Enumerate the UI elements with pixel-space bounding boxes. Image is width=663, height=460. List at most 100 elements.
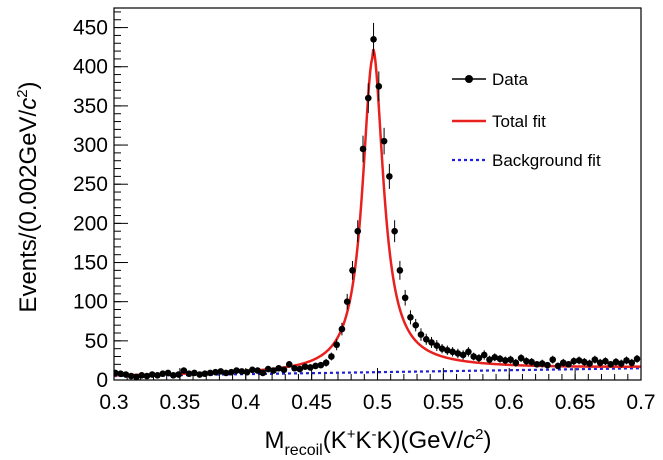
legend-item-data: Data	[452, 70, 528, 89]
data-point	[370, 36, 377, 43]
data-point	[380, 137, 388, 145]
data-point	[343, 298, 351, 305]
data-point	[581, 358, 588, 366]
data-point	[596, 359, 604, 367]
data-point	[575, 357, 583, 364]
data-point	[586, 360, 593, 367]
data-point	[296, 365, 304, 373]
data-point	[607, 361, 614, 368]
data-point	[285, 361, 293, 368]
y-tick-label: 100	[73, 291, 108, 314]
data-point	[470, 353, 477, 360]
data-point	[438, 345, 446, 352]
data-point	[359, 145, 367, 153]
data-point	[375, 83, 383, 90]
data-point	[428, 339, 435, 346]
data-point	[254, 367, 261, 374]
data-point	[565, 361, 572, 368]
data-point	[391, 227, 398, 235]
data-point	[127, 372, 135, 380]
data-point	[633, 355, 641, 363]
data-point	[222, 369, 230, 377]
y-axis: 0 50 100 150 200 250 300 350 400 450	[73, 11, 128, 392]
data-point	[317, 361, 325, 369]
data-point	[322, 359, 330, 367]
data-point	[386, 173, 393, 180]
data-point	[301, 363, 309, 370]
data-point	[175, 371, 182, 378]
data-point	[480, 351, 488, 359]
data-point	[238, 368, 246, 375]
data-point	[185, 370, 193, 378]
data-point	[212, 368, 219, 376]
y-tick-label: 150	[73, 252, 108, 275]
legend: Data Total fit Background fit	[452, 70, 601, 170]
data-point	[501, 357, 509, 364]
data-point	[507, 356, 514, 363]
data-point	[533, 361, 541, 368]
legend-label-background-fit: Background fit	[492, 151, 601, 170]
data-point	[401, 294, 409, 302]
x-tick-label: 0.4	[231, 391, 261, 414]
data-point	[444, 346, 451, 354]
data-point	[227, 368, 235, 376]
data-point	[217, 368, 225, 375]
x-tick-label: 0.65	[555, 391, 596, 414]
legend-item-total-fit: Total fit	[452, 112, 546, 131]
data-point	[249, 366, 256, 374]
data-point	[270, 367, 277, 374]
legend-label-data: Data	[492, 70, 528, 89]
data-point	[528, 358, 535, 366]
background-fit-line	[114, 367, 641, 378]
data-point	[628, 359, 636, 367]
data-point	[312, 362, 319, 370]
data-point	[549, 356, 557, 363]
x-tick-label: 0.3	[99, 391, 128, 414]
data-point	[354, 227, 362, 235]
y-tick-label: 250	[73, 173, 108, 196]
data-point	[554, 362, 562, 370]
data-point	[328, 353, 335, 360]
data-point	[475, 354, 483, 362]
data-point	[143, 372, 151, 380]
data-point	[523, 357, 530, 365]
y-tick-label: 50	[85, 330, 108, 353]
data-point	[602, 357, 609, 365]
y-axis-label: Events/(0.002GeV/c2)	[14, 81, 42, 312]
data-point	[459, 351, 467, 359]
x-axis-label: Mrecoil(K+K-K)(GeV/c2)	[264, 426, 491, 459]
data-point	[559, 359, 567, 367]
data-point	[538, 360, 546, 367]
data-point	[612, 358, 620, 366]
y-tick-label: 400	[73, 56, 108, 79]
data-point	[338, 325, 346, 333]
data-point	[454, 350, 462, 357]
legend-item-background-fit: Background fit	[452, 151, 601, 170]
data-point	[449, 348, 456, 356]
x-axis: 0.3 0.35 0.4 0.45 0.5 0.55 0.6 0.65 0.7	[99, 368, 656, 414]
data-point	[280, 366, 288, 374]
data-point	[180, 367, 188, 374]
y-tick-label: 0	[96, 369, 108, 392]
data-point	[264, 365, 272, 373]
x-tick-label: 0.35	[159, 391, 200, 414]
data-point	[617, 360, 625, 367]
data-point	[169, 372, 177, 379]
data-point	[407, 314, 414, 321]
data-point	[496, 355, 504, 363]
x-tick-label: 0.5	[363, 391, 392, 414]
x-tick-label: 0.45	[291, 391, 332, 414]
legend-label-total-fit: Total fit	[492, 112, 546, 131]
data-point	[196, 371, 203, 378]
data-point	[396, 267, 404, 274]
data-point	[159, 370, 167, 378]
data-point	[154, 372, 161, 379]
data-point	[512, 359, 520, 367]
data-point	[517, 354, 525, 362]
y-tick-label: 350	[73, 95, 108, 118]
data-point	[544, 361, 551, 369]
data-point	[291, 364, 298, 372]
data-point	[206, 369, 214, 377]
data-point	[275, 364, 282, 372]
